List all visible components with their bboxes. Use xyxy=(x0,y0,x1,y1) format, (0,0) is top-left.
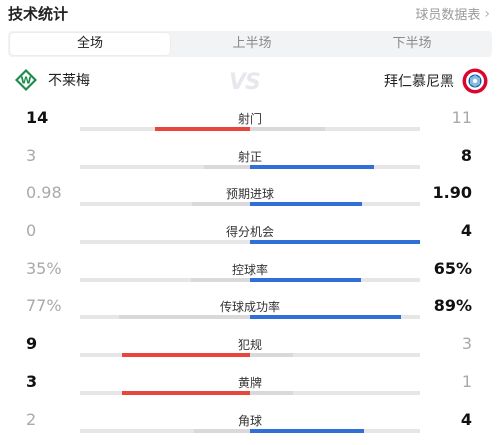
away-stat-value: 11 xyxy=(452,108,472,127)
home-bar-fill xyxy=(194,429,250,433)
tab-full-match[interactable]: 全场 xyxy=(10,33,170,55)
home-bar-fill xyxy=(204,165,250,169)
home-stat-value: 77% xyxy=(26,296,62,315)
svg-text:W: W xyxy=(20,76,31,87)
away-bar-track xyxy=(250,278,420,282)
tab-first-half[interactable]: 上半场 xyxy=(172,31,332,57)
home-team[interactable]: W 不莱梅 xyxy=(14,68,90,92)
stat-label: 传球成功率 xyxy=(150,298,350,315)
home-stat-value: 3 xyxy=(26,146,36,165)
away-bar-fill xyxy=(250,202,362,206)
away-bar-fill xyxy=(250,391,293,395)
stat-label: 控球率 xyxy=(150,261,350,278)
werder-bremen-logo-icon: W xyxy=(14,68,38,92)
home-bar-track xyxy=(80,391,250,395)
home-bar-fill xyxy=(122,391,250,395)
home-stat-value: 3 xyxy=(26,372,37,391)
stat-label: 射正 xyxy=(150,148,350,165)
player-stats-link[interactable]: 球员数据表 › xyxy=(415,4,490,23)
away-bar-fill xyxy=(250,315,401,319)
away-bar-fill xyxy=(250,165,374,169)
stat-label: 射门 xyxy=(150,110,350,127)
away-bar-track xyxy=(250,391,420,395)
home-stat-value: 0 xyxy=(26,221,36,240)
teams-row: W 不莱梅 VS 拜仁慕尼黑 xyxy=(0,64,500,98)
away-stat-value: 3 xyxy=(462,334,472,353)
home-bar-track xyxy=(80,278,250,282)
away-bar-fill xyxy=(250,429,364,433)
stat-row: 35% 控球率 65% xyxy=(0,257,500,295)
away-bar-fill xyxy=(250,127,325,131)
stat-label: 黄牌 xyxy=(150,374,350,391)
home-bar-track xyxy=(80,202,250,206)
stat-row: 2 角球 4 xyxy=(0,408,500,445)
away-bar-track xyxy=(250,353,420,357)
home-bar-fill xyxy=(155,127,250,131)
period-tabs: 全场 上半场 下半场 xyxy=(8,31,492,57)
home-bar-track xyxy=(80,165,250,169)
stat-row: 9 犯规 3 xyxy=(0,332,500,370)
away-bar-track xyxy=(250,240,420,244)
home-bar-track xyxy=(80,353,250,357)
away-bar-fill xyxy=(250,240,420,244)
home-stat-value: 2 xyxy=(26,410,36,429)
home-stat-value: 9 xyxy=(26,334,37,353)
stat-row: 0 得分机会 4 xyxy=(0,219,500,257)
stat-row: 0.98 预期进球 1.90 xyxy=(0,181,500,219)
away-bar-track xyxy=(250,127,420,131)
stat-label: 得分机会 xyxy=(150,223,350,240)
stat-row: 3 黄牌 1 xyxy=(0,370,500,408)
home-bar-track xyxy=(80,429,250,433)
home-bar-fill xyxy=(191,278,250,282)
vs-mark: VS xyxy=(229,70,260,95)
stat-row: 77% 传球成功率 89% xyxy=(0,294,500,332)
away-bar-track xyxy=(250,315,420,319)
away-stat-value: 4 xyxy=(461,221,472,240)
stat-label: 犯规 xyxy=(150,336,350,353)
section-title: 技术统计 xyxy=(8,3,68,24)
stats-header: 技术统计 球员数据表 › xyxy=(0,0,500,26)
away-stat-value: 8 xyxy=(461,146,472,165)
home-team-name: 不莱梅 xyxy=(48,70,90,90)
away-bar-fill xyxy=(250,278,361,282)
away-bar-track xyxy=(250,202,420,206)
stat-label: 角球 xyxy=(150,412,350,429)
stat-row: 14 射门 11 xyxy=(0,106,500,144)
tab-second-half[interactable]: 下半场 xyxy=(332,31,492,57)
home-stat-value: 0.98 xyxy=(26,183,62,202)
away-stat-value: 1.90 xyxy=(433,183,472,202)
stat-row: 3 射正 8 xyxy=(0,144,500,182)
player-stats-link-label[interactable]: 球员数据表 xyxy=(415,4,480,23)
home-bar-fill xyxy=(192,202,250,206)
bayern-munich-logo-icon xyxy=(462,68,488,94)
away-stat-value: 1 xyxy=(462,372,472,391)
home-stat-value: 14 xyxy=(26,108,48,127)
home-bar-fill xyxy=(119,315,250,319)
home-stat-value: 35% xyxy=(26,259,62,278)
away-stat-value: 4 xyxy=(461,410,472,429)
away-bar-fill xyxy=(250,353,293,357)
chevron-right-icon: › xyxy=(484,6,490,22)
home-bar-track xyxy=(80,315,250,319)
home-bar-track xyxy=(80,240,250,244)
away-team[interactable]: 拜仁慕尼黑 xyxy=(384,68,488,94)
home-bar-track xyxy=(80,127,250,131)
away-stat-value: 89% xyxy=(434,296,472,315)
stat-label: 预期进球 xyxy=(150,185,350,202)
away-stat-value: 65% xyxy=(434,259,472,278)
away-team-name: 拜仁慕尼黑 xyxy=(384,71,454,91)
away-bar-track xyxy=(250,429,420,433)
away-bar-track xyxy=(250,165,420,169)
home-bar-fill xyxy=(122,353,250,357)
